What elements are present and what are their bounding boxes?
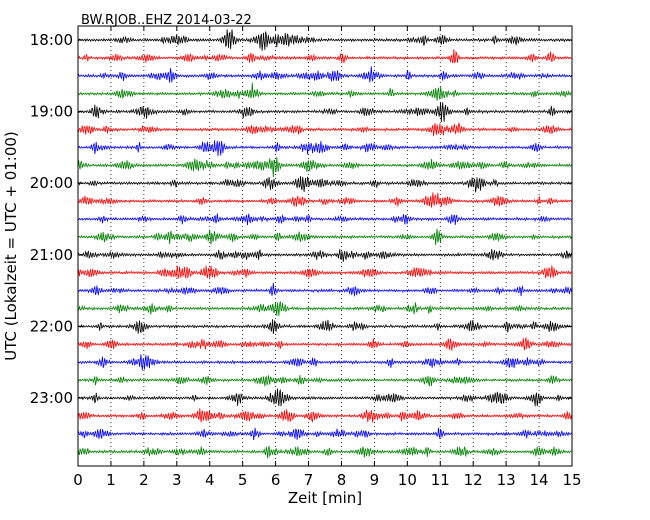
trace-line (77, 445, 572, 459)
trace-line (77, 354, 572, 371)
trace-line (77, 157, 572, 178)
trace-line (77, 49, 572, 64)
x-tick-label: 7 (304, 471, 314, 489)
trace-line (77, 427, 572, 440)
y-tick-label: 22:00 (30, 317, 73, 335)
trace-line (77, 408, 572, 423)
x-tick-label: 3 (172, 471, 182, 489)
trace-line (77, 213, 572, 226)
x-tick-label: 8 (337, 471, 347, 489)
trace-line (77, 66, 572, 83)
x-axis: 0 1 2 3 4 5 6 7 8 9 10 11 12 13 14 15 (73, 26, 582, 489)
trace-line (77, 337, 572, 351)
plot-frame (77, 25, 573, 467)
trace-line (77, 265, 572, 279)
y-tick-label: 21:00 (30, 246, 73, 264)
x-tick-label: 2 (139, 471, 149, 489)
x-tick-label: 12 (464, 471, 483, 489)
trace-line (77, 102, 572, 122)
y-tick-label: 19:00 (30, 103, 73, 121)
y-tick-label: 20:00 (30, 174, 73, 192)
x-tick-label: 1 (106, 471, 116, 489)
x-tick-label: 0 (73, 471, 83, 489)
trace-line (77, 301, 572, 316)
y-axis: 18:00 19:00 20:00 21:00 22:00 23:00 (30, 31, 572, 407)
trace-line (77, 282, 572, 297)
trace-line (77, 192, 572, 208)
x-tick-label: 6 (271, 471, 281, 489)
x-tick-label: 14 (530, 471, 549, 489)
trace-line (77, 248, 572, 262)
x-tick-label: 4 (205, 471, 215, 489)
x-tick-label: 10 (398, 471, 417, 489)
trace-line (77, 29, 572, 51)
chart-title: BW.RJOB..EHZ 2014-03-22 (81, 13, 252, 28)
y-tick-label: 23:00 (30, 389, 73, 407)
vertical-grid (110, 26, 540, 466)
x-axis-title: Zeit [min] (288, 489, 362, 507)
x-tick-label: 13 (497, 471, 516, 489)
x-tick-label: 15 (562, 471, 581, 489)
trace-line (77, 388, 572, 407)
x-tick-label: 5 (238, 471, 248, 489)
y-tick-label: 18:00 (30, 31, 73, 49)
y-axis-title: UTC (Lokalzeit = UTC + 01:00) (2, 131, 20, 361)
trace-line (77, 140, 572, 157)
trace-line (77, 375, 572, 387)
trace-group (77, 29, 572, 459)
trace-line (77, 176, 572, 193)
x-tick-label: 9 (370, 471, 380, 489)
trace-line (77, 82, 572, 101)
trace-line (77, 319, 572, 335)
trace-line (77, 228, 572, 246)
x-tick-label: 11 (431, 471, 450, 489)
trace-line (77, 122, 572, 137)
